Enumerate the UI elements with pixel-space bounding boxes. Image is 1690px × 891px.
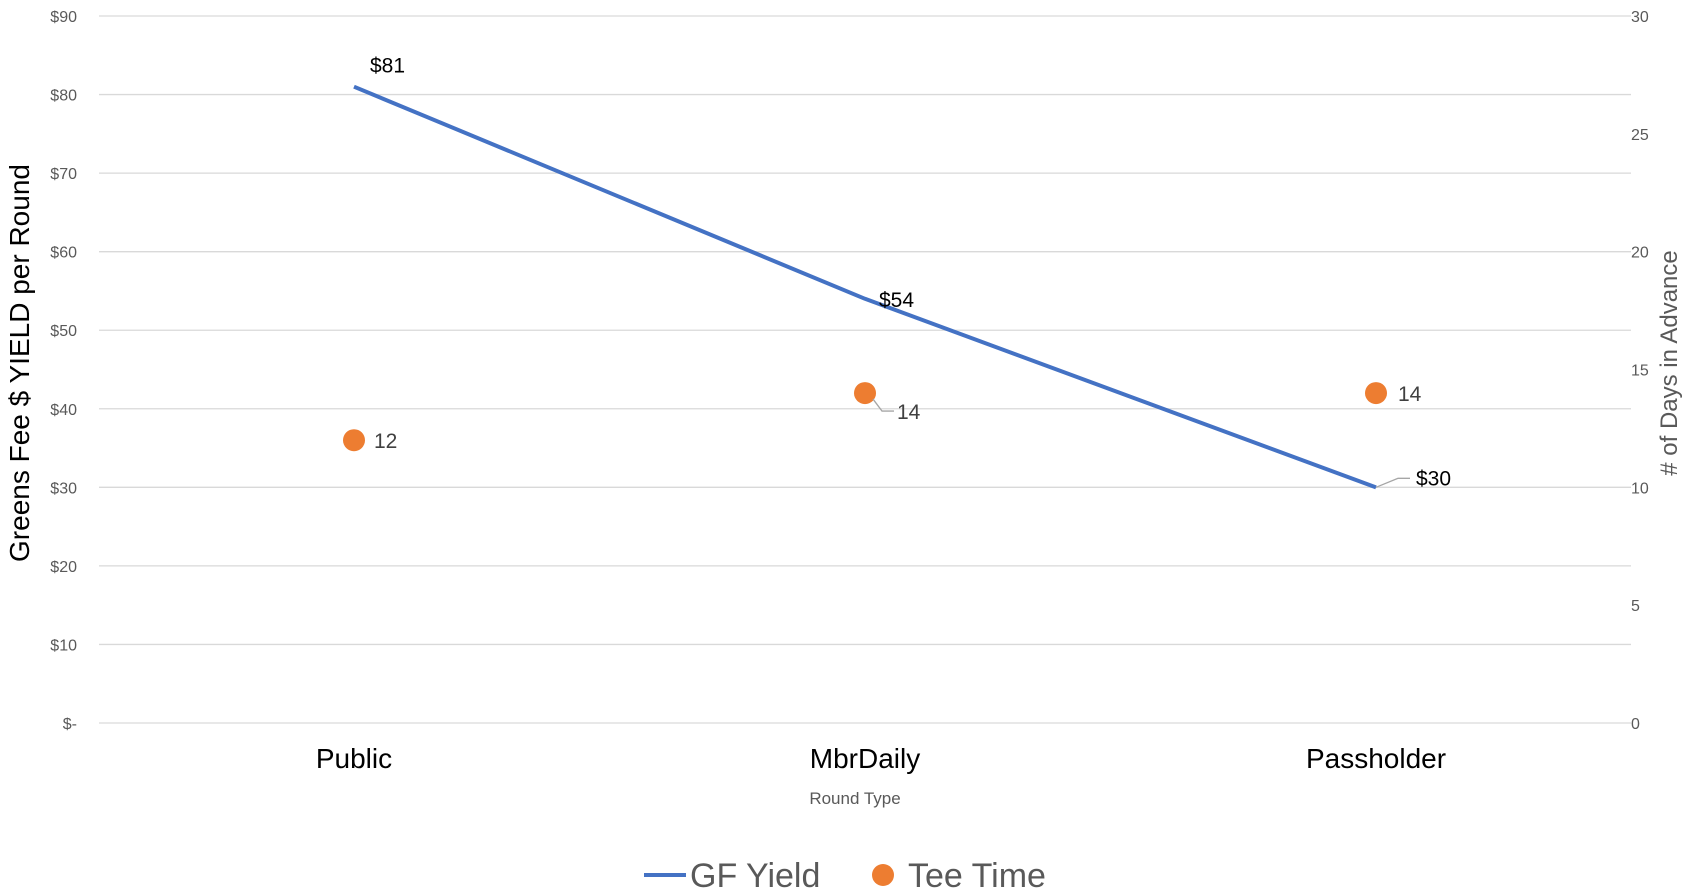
gf-yield-label: $54 xyxy=(879,289,914,312)
y-tick-label: $- xyxy=(63,716,77,733)
gf-yield-line xyxy=(353,84,1377,490)
tee-time-point xyxy=(1365,382,1387,405)
x-category-label: Public xyxy=(316,743,392,774)
y-axis-title: Greens Fee $ YIELD per Round xyxy=(4,164,35,562)
y2-tick-label: 20 xyxy=(1631,245,1649,262)
y-tick-label: $60 xyxy=(50,245,77,262)
x-category-label: Passholder xyxy=(1306,743,1446,774)
y2-tick-label: 5 xyxy=(1631,598,1640,615)
y2-tick-label: 30 xyxy=(1631,9,1649,26)
y-tick-label: $80 xyxy=(50,88,77,105)
x-axis-categories: Public MbrDaily Passholder xyxy=(316,743,1446,774)
y-tick-label: $10 xyxy=(50,637,77,654)
plot-area xyxy=(343,84,1387,490)
y-tick-label: $30 xyxy=(50,480,77,497)
y-tick-label: $40 xyxy=(50,402,77,419)
x-axis-title: Round Type xyxy=(809,789,900,808)
x-category-label: MbrDaily xyxy=(810,743,920,774)
gf-yield-label: $81 xyxy=(370,55,405,78)
data-labels: $81 $54 $30 12 14 14 xyxy=(370,55,1451,491)
legend-label-gf-yield: GF Yield xyxy=(690,857,820,891)
y-tick-label: $20 xyxy=(50,559,77,576)
tee-time-leader-line xyxy=(872,398,894,412)
y-axis-ticks: $- $10 $20 $30 $40 $50 $60 $70 $80 $90 xyxy=(50,9,77,733)
tee-time-point xyxy=(343,429,365,452)
y-tick-label: $90 xyxy=(50,9,77,26)
legend-item-tee-time[interactable]: Tee Time xyxy=(872,857,1046,891)
legend: GF Yield Tee Time xyxy=(644,857,1046,891)
legend-dot-swatch xyxy=(872,864,894,886)
y2-tick-label: 25 xyxy=(1631,127,1649,144)
y2-tick-label: 15 xyxy=(1631,363,1649,380)
y2-tick-label: 10 xyxy=(1631,480,1649,497)
gf-yield-leader-line xyxy=(1375,477,1410,488)
y2-axis-title: # of Days in Advance xyxy=(1656,250,1683,475)
y-tick-label: $70 xyxy=(50,166,77,183)
tee-time-point xyxy=(854,382,876,405)
y-tick-label: $50 xyxy=(50,323,77,340)
y2-axis-ticks: 0 5 10 15 20 25 30 xyxy=(1631,9,1649,733)
tee-time-label: 14 xyxy=(1398,383,1422,406)
legend-label-tee-time: Tee Time xyxy=(908,857,1046,891)
gridlines xyxy=(99,15,1631,724)
y2-tick-label: 0 xyxy=(1631,716,1640,733)
tee-time-label: 12 xyxy=(374,430,397,453)
legend-item-gf-yield[interactable]: GF Yield xyxy=(644,857,820,891)
gf-yield-label: $30 xyxy=(1416,467,1451,490)
tee-time-label: 14 xyxy=(897,401,921,424)
